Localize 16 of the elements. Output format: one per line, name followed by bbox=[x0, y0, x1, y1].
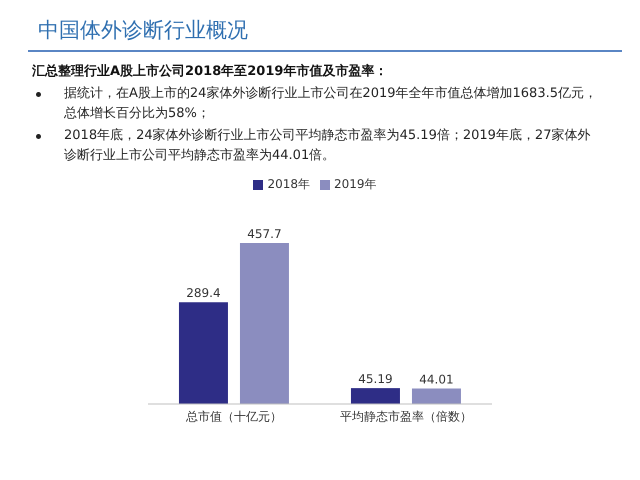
text: 2018年底，24家体外诊断行业上市公司平均静态市盈率为45.19倍；2019年底，27家体外诊断行业上市公司平均静态市盈率为44.01倍。 bbox=[64, 127, 592, 165]
data-label: 289.4 bbox=[186, 286, 221, 300]
text: 据统计，在A股上市的24家体外诊断行业上市公司在2019年全年市值总体增加1683.5亿元，总体增长百分比为58%； bbox=[64, 85, 598, 123]
x-tick-label: 平均静态市盈率（倍数） bbox=[340, 410, 472, 424]
bar bbox=[178, 302, 228, 404]
data-label: 44.01 bbox=[419, 372, 454, 387]
legend-label: 2018年 bbox=[267, 177, 310, 191]
x-tick-label: 总市值（十亿元） bbox=[185, 410, 282, 424]
data-label: 457.7 bbox=[247, 227, 282, 242]
legend-label: 2019年 bbox=[334, 177, 377, 191]
data-label: 45.19 bbox=[358, 372, 393, 386]
bar bbox=[350, 388, 400, 404]
bar bbox=[240, 243, 289, 404]
chart-title: 中国体外诊断行业概况 bbox=[37, 17, 249, 44]
bar bbox=[412, 388, 461, 404]
chart-subtitle: 汇总整理行业A股上市公司2018年至2019年市值及市盈率： bbox=[32, 62, 388, 80]
